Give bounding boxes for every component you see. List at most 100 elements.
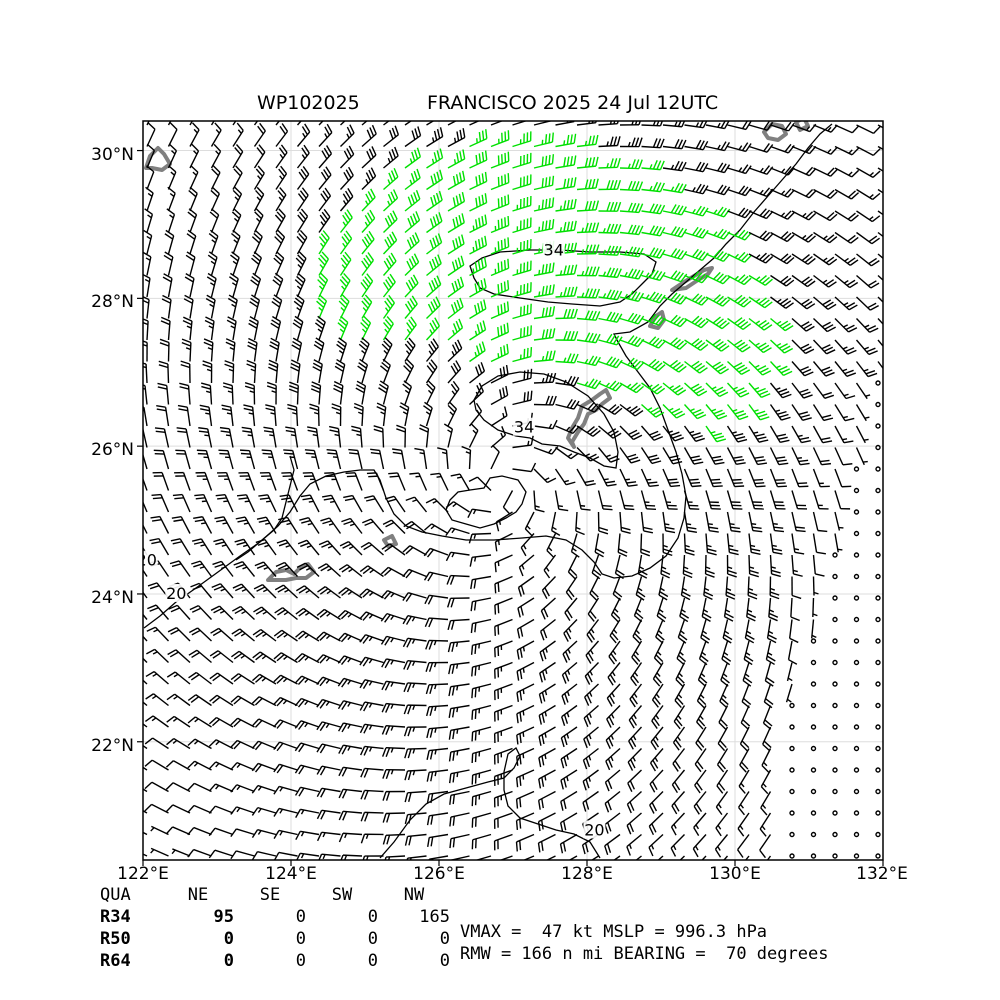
barb-feather <box>274 254 283 262</box>
wind-barb <box>170 538 191 556</box>
barb-feather <box>783 210 792 219</box>
barb-feather <box>679 319 688 328</box>
barb-half-feather <box>864 346 869 350</box>
barb-feather <box>698 390 708 397</box>
barb-feather <box>503 302 506 313</box>
wind-barb <box>296 208 309 233</box>
barb-feather <box>616 136 621 146</box>
barb-feather <box>310 388 321 394</box>
barb-feather <box>362 657 370 667</box>
wind-barb <box>834 447 853 466</box>
wind-barb <box>425 338 439 362</box>
barb-feather <box>584 675 591 685</box>
wind-barb <box>619 180 644 192</box>
barb-feather <box>502 387 506 398</box>
barb-feather <box>520 547 527 557</box>
barb-feather <box>631 407 641 415</box>
wind-barb <box>812 404 834 422</box>
wind-barb <box>199 404 213 427</box>
wind-barb <box>512 174 532 191</box>
barb-feather <box>609 357 617 366</box>
barb-feather <box>636 362 645 370</box>
barb-feather <box>318 275 327 284</box>
barb-feather <box>676 657 685 666</box>
barb-feather <box>646 508 657 511</box>
wind-barb <box>726 554 737 578</box>
barb-feather <box>333 380 344 387</box>
barb-feather <box>369 209 376 219</box>
barb-feather <box>507 258 510 269</box>
barb-feather <box>402 637 409 648</box>
barb-feather <box>483 257 487 267</box>
barb-feather <box>649 269 656 279</box>
barb-feather <box>610 430 619 437</box>
wind-barb <box>469 278 487 298</box>
barb-feather <box>450 598 455 608</box>
calm-circle <box>853 552 860 558</box>
wind-barb <box>235 516 256 534</box>
wind-barb <box>156 404 170 427</box>
barb-feather <box>368 475 378 478</box>
barb-feather <box>584 157 589 168</box>
wind-barb <box>748 361 772 376</box>
barb-feather <box>758 297 767 305</box>
barb-feather <box>768 616 778 622</box>
wind-barb <box>705 360 729 375</box>
wind-barb <box>166 671 191 685</box>
wind-barb <box>813 124 838 133</box>
wind-barb <box>322 494 342 513</box>
wind-barb <box>447 339 463 363</box>
calm-circle <box>875 595 881 601</box>
barb-feather <box>780 253 789 261</box>
barb-feather <box>745 143 752 152</box>
barb-feather <box>145 693 154 700</box>
barb-feather <box>762 254 771 262</box>
barb-half-feather <box>610 756 614 762</box>
barb-feather <box>319 610 328 618</box>
barb-feather <box>248 337 258 344</box>
barb-feather <box>337 655 345 664</box>
barb-feather <box>246 363 256 369</box>
barb-feather <box>214 563 224 568</box>
wind-barb <box>493 683 513 701</box>
wind-barb <box>875 487 881 494</box>
barb-feather <box>758 390 769 396</box>
barb-feather <box>474 687 477 698</box>
barb-feather <box>429 728 434 738</box>
wind-barb <box>673 705 686 730</box>
barb-feather <box>850 236 859 244</box>
wind-barb <box>160 316 171 341</box>
barb-half-feather <box>632 756 636 762</box>
barb-feather <box>598 530 609 535</box>
barb-feather <box>552 306 556 316</box>
wind-barb <box>210 165 221 190</box>
barb-half-feather <box>433 662 437 668</box>
barb-feather <box>500 325 503 336</box>
barb-feather <box>507 280 510 290</box>
wind-barb <box>162 273 173 298</box>
wind-barb <box>627 748 642 771</box>
barb-feather <box>433 277 439 288</box>
barb-feather <box>429 750 434 760</box>
barb-feather <box>341 294 350 302</box>
barb-half-feather <box>368 703 373 708</box>
barb-half-feather <box>411 661 416 667</box>
barb-half-feather <box>647 407 653 411</box>
barb-feather <box>716 184 724 194</box>
barb-half-feather <box>527 440 530 446</box>
barb-feather <box>801 439 811 444</box>
barb-feather <box>130 495 139 496</box>
barb-half-feather <box>754 386 760 391</box>
barb-feather <box>276 654 285 662</box>
barb-feather <box>754 482 765 485</box>
barb-half-feather <box>567 453 573 458</box>
barb-feather <box>801 391 811 396</box>
barb-feather <box>482 320 487 330</box>
barb-feather <box>389 475 400 478</box>
barb-feather <box>720 718 728 727</box>
barb-feather <box>638 203 644 213</box>
barb-half-feather <box>411 616 416 622</box>
barb-feather <box>538 715 542 725</box>
barb-feather <box>237 519 247 523</box>
barb-feather <box>400 402 410 408</box>
